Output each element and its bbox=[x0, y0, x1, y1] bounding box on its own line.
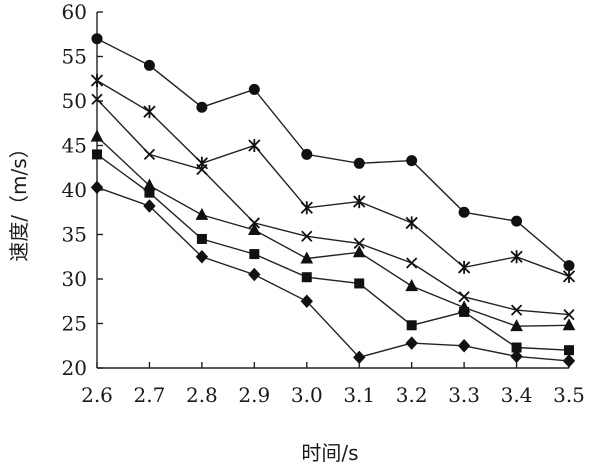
series-line bbox=[96, 153, 570, 351]
data-point-x bbox=[406, 257, 418, 269]
data-point-square bbox=[301, 272, 312, 283]
y-tick-label: 40 bbox=[62, 178, 87, 202]
data-point-square bbox=[354, 278, 365, 289]
data-point-square bbox=[92, 149, 102, 160]
data-point-circle bbox=[406, 155, 418, 167]
series-triangle bbox=[90, 129, 576, 332]
data-point-circle bbox=[143, 59, 155, 71]
series-line bbox=[96, 79, 570, 277]
y-tick-label: 45 bbox=[62, 134, 87, 158]
y-tick-label: 35 bbox=[62, 223, 87, 247]
data-point-triangle bbox=[510, 319, 523, 332]
x-tick-label: 3.4 bbox=[501, 383, 533, 407]
x-tick-label: 3.1 bbox=[343, 383, 375, 407]
data-point-x bbox=[301, 230, 313, 242]
series-line bbox=[96, 98, 570, 316]
series-x bbox=[91, 93, 575, 321]
data-point-triangle bbox=[300, 251, 314, 264]
data-point-asterisk bbox=[405, 216, 418, 230]
series-asterisk bbox=[90, 74, 576, 283]
y-tick-label: 30 bbox=[62, 267, 87, 291]
series-diamond bbox=[90, 180, 576, 368]
x-tick-label: 2.8 bbox=[186, 383, 218, 407]
series-circle bbox=[91, 33, 575, 272]
data-point-square bbox=[144, 187, 155, 198]
data-point-circle bbox=[196, 101, 208, 113]
data-point-square bbox=[406, 320, 417, 331]
data-point-asterisk bbox=[90, 74, 104, 88]
axes bbox=[96, 11, 570, 369]
data-point-asterisk bbox=[143, 105, 156, 119]
data-point-circle bbox=[353, 157, 365, 169]
x-tick-label: 3.5 bbox=[553, 383, 585, 407]
y-tick-label: 50 bbox=[62, 89, 87, 113]
data-point-asterisk bbox=[248, 139, 261, 152]
data-point-diamond bbox=[195, 250, 209, 264]
data-point-square bbox=[196, 233, 207, 244]
data-point-circle bbox=[91, 33, 103, 45]
data-point-diamond bbox=[248, 267, 261, 282]
y-tick-label: 25 bbox=[62, 312, 87, 336]
data-point-square bbox=[459, 306, 470, 317]
y-axis-label: 速度/（m/s） bbox=[7, 138, 31, 261]
data-point-diamond bbox=[405, 336, 418, 350]
data-point-circle bbox=[563, 260, 575, 272]
data-point-diamond bbox=[353, 350, 366, 365]
series-layer bbox=[90, 33, 576, 368]
data-point-x bbox=[510, 304, 523, 316]
data-point-circle bbox=[301, 148, 313, 160]
series-line bbox=[96, 38, 570, 267]
x-axis-label: 时间/s bbox=[301, 441, 358, 465]
data-point-square bbox=[249, 249, 260, 260]
x-tick-label: 3.0 bbox=[291, 383, 323, 407]
data-point-x bbox=[458, 291, 470, 303]
data-point-asterisk bbox=[510, 250, 523, 264]
data-point-asterisk bbox=[457, 260, 471, 274]
data-point-diamond bbox=[90, 180, 104, 195]
data-point-triangle bbox=[90, 129, 104, 142]
y-tick-label: 20 bbox=[62, 356, 87, 380]
data-point-triangle bbox=[405, 279, 418, 292]
data-point-x bbox=[196, 163, 208, 176]
x-tick-label: 3.3 bbox=[448, 383, 480, 407]
data-point-asterisk bbox=[300, 201, 313, 215]
data-point-x bbox=[563, 308, 575, 321]
data-point-diamond bbox=[457, 339, 471, 353]
data-point-square bbox=[564, 345, 574, 356]
data-point-circle bbox=[458, 206, 470, 218]
x-tick-label: 3.2 bbox=[396, 383, 428, 407]
data-point-x bbox=[248, 217, 260, 229]
ticks-layer: 20 25 30 35 40 45 50 55 60 2.6 2.7 2.8 2.9 3.0 3.1 3.2 3… bbox=[62, 0, 585, 407]
data-point-x bbox=[143, 148, 156, 161]
data-point-diamond bbox=[510, 349, 523, 364]
data-point-asterisk bbox=[562, 269, 576, 283]
data-point-triangle bbox=[248, 222, 261, 236]
data-point-x bbox=[353, 237, 365, 250]
series-square bbox=[92, 149, 574, 356]
data-point-asterisk bbox=[353, 195, 366, 209]
series-line bbox=[96, 136, 570, 327]
data-point-triangle bbox=[195, 207, 209, 220]
series-line bbox=[96, 186, 570, 362]
data-point-triangle bbox=[562, 318, 576, 331]
x-tick-label: 2.6 bbox=[81, 383, 113, 407]
data-point-triangle bbox=[352, 245, 366, 258]
x-tick-label: 2.9 bbox=[238, 383, 270, 407]
data-point-diamond bbox=[562, 354, 576, 368]
data-point-x bbox=[91, 93, 103, 105]
data-point-circle bbox=[511, 215, 523, 227]
y-tick-label: 55 bbox=[62, 45, 87, 69]
data-point-diamond bbox=[300, 294, 313, 308]
data-point-diamond bbox=[143, 199, 156, 213]
x-tick-label: 2.7 bbox=[134, 383, 166, 407]
data-point-circle bbox=[248, 83, 260, 95]
y-tick-label: 60 bbox=[62, 0, 87, 24]
